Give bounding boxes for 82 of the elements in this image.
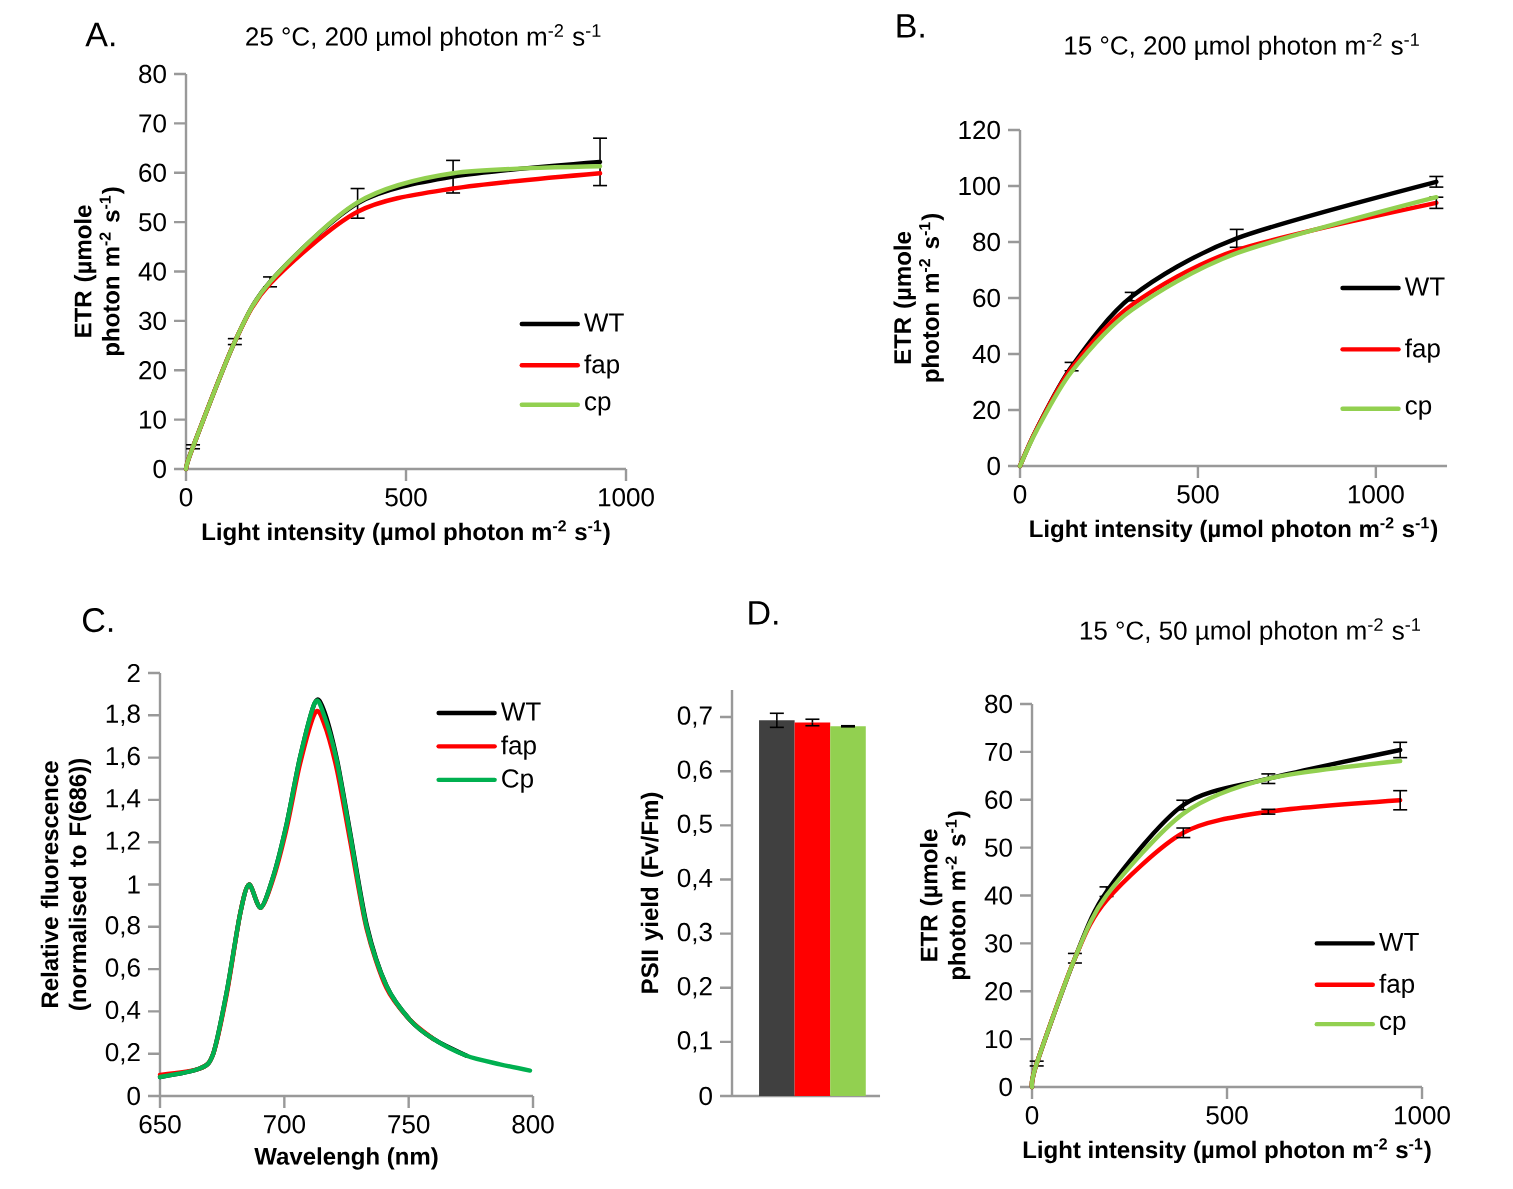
x-tick-label: 1000 [1395, 1106, 1450, 1125]
x-tick-label: 0 [179, 488, 193, 507]
x-tick-label: 0 [1025, 1106, 1039, 1125]
legend-label: cp [585, 396, 611, 416]
y-tick-label: 70 [985, 742, 1012, 762]
y-tick-label: 10 [139, 410, 166, 429]
y-tick-label: 2 [127, 663, 140, 683]
y-tick-label: 50 [985, 838, 1012, 857]
y-tick-label: 40 [138, 262, 166, 281]
y-tick-label: 0,4 [677, 868, 713, 891]
y-tick-label: 0 [999, 1077, 1012, 1097]
y-tick-label: 0,1 [677, 1031, 712, 1053]
x-tick-label: 750 [388, 1115, 430, 1134]
y-tick-label: 30 [139, 311, 166, 331]
y-tick-label: 20 [139, 361, 166, 380]
x-tick-label: 800 [512, 1115, 554, 1134]
y-tick-label: 30 [985, 934, 1012, 953]
x-tick-label: 500 [385, 488, 427, 507]
legend-label: fap [584, 354, 620, 379]
x-tick-label: 1000 [599, 488, 654, 507]
x-axis-title: Light intensity (µmol photon m$^{-2}$ s$^{-1}$) [1030, 517, 1438, 543]
y-tick-label: 0 [127, 1086, 140, 1106]
y-tick-label: 80 [973, 232, 1000, 252]
y-tick-label: 0,6 [105, 958, 140, 980]
y-tick-label: 0,3 [677, 922, 712, 945]
legend-label: Cp [502, 769, 533, 793]
legend-label: fap [1405, 338, 1440, 363]
y-tick-label: 60 [139, 163, 166, 182]
y-tick-label: 0 [153, 459, 166, 479]
y-tick-label: 120 [959, 120, 1000, 140]
y-tick-label: 1,2 [106, 831, 140, 853]
x-tick-label: 500 [1177, 485, 1219, 504]
x-tick-label: 1000 [1348, 485, 1404, 504]
text: B. [897, 14, 924, 38]
text: A. [85, 22, 115, 47]
legend-label: WT [1404, 277, 1445, 296]
y-tick-label: 80 [139, 64, 166, 84]
legend-label: WT [1379, 932, 1419, 951]
y-tick-label: 0,2 [677, 976, 712, 999]
chart-title: 25 °C, 200 µmol photon m$^{-2}$ s$^{-1}$ [246, 24, 601, 51]
y-tick-label: 0,8 [105, 916, 140, 938]
text: C. [83, 608, 113, 633]
legend-label: fap [1379, 973, 1415, 999]
y-tick-label: 20 [985, 982, 1012, 1001]
y-tick-label: 20 [973, 400, 1000, 420]
legend-label: cp [1380, 1015, 1406, 1036]
y-tick-label: 0,7 [677, 706, 712, 728]
legend-label: cp [1405, 400, 1432, 420]
y-tick-label: 70 [139, 114, 166, 133]
y-tick-label: 100 [959, 176, 1000, 196]
y-tick-label: 0,5 [677, 814, 712, 837]
legend-label: WT [500, 702, 541, 721]
y-tick-label: 0 [987, 456, 1000, 476]
y-tick-label: 1,4 [106, 789, 141, 811]
chart-title: 15 °C, 200 µmol photon m$^{-2}$ s$^{-1}$ [1065, 33, 1419, 60]
x-tick-label: 500 [1206, 1106, 1248, 1125]
y-tick-label: 1,8 [106, 704, 140, 727]
legend-label: WT [584, 313, 624, 332]
legend-label: fap [501, 735, 536, 760]
x-tick-label: 650 [139, 1115, 181, 1134]
y-tick-label: 80 [985, 694, 1012, 714]
x-axis-title: Wavelengh (nm) [254, 1147, 438, 1170]
y-tick-label: 10 [986, 1029, 1012, 1049]
x-axis-title: Light intensity (µmol photon m$^{-2}$ s$^{-1}$) [202, 520, 610, 546]
y-tick-label: 0,2 [105, 1042, 140, 1065]
y-tick-label: 40 [984, 886, 1012, 905]
y-tick-label: 40 [972, 344, 1000, 364]
y-tick-label: 60 [985, 790, 1012, 809]
y-tick-label: 1,6 [106, 746, 140, 769]
y-tick-label: 50 [139, 212, 166, 232]
x-tick-label: 700 [264, 1115, 306, 1134]
x-axis-title: Light intensity (µmol photon m$^{-2}$ s$^{-1}$) [1023, 1138, 1431, 1164]
y-axis-title: PSII yield (Fv/Fm) [640, 792, 664, 993]
text: D. [749, 601, 778, 625]
chart-title: 15 °C, 50 µmol photon m$^{-2}$ s$^{-1}$ [1080, 618, 1421, 645]
y-tick-label: 0,6 [677, 760, 712, 782]
y-tick-label: 0,4 [105, 1000, 141, 1023]
y-tick-label: 1 [128, 875, 140, 894]
y-axis-title: Relative fluorescence (normalised to F(686)) [40, 759, 92, 1010]
x-tick-label: 0 [1013, 485, 1027, 504]
y-tick-label: 60 [973, 288, 1000, 308]
y-tick-label: 0 [699, 1086, 712, 1106]
